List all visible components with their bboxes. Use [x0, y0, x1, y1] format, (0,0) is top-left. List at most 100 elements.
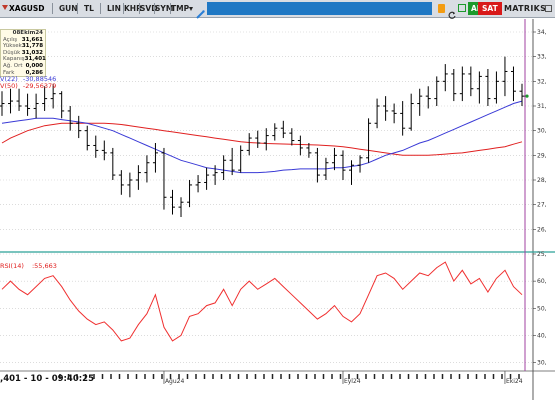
axes [0, 19, 555, 400]
currency-button[interactable]: TL [84, 4, 94, 13]
draw-tool-icon[interactable] [196, 4, 205, 19]
ma22-series [1, 100, 523, 174]
price-tick-label: 33, [537, 54, 547, 61]
rsi-legend-label: RSI(14) [0, 262, 24, 270]
toolbar-separator [77, 3, 78, 14]
ohlc-bar [374, 98, 380, 129]
ohlc-value: 31,032 [21, 49, 43, 56]
ohlc-bar [238, 145, 244, 173]
time-label: Eki24 [506, 378, 523, 385]
chart-canvas[interactable]: 34, 33, 32, 31, 30, 29, 28, 27, 26, 25, 60, 50, 40, 3… [0, 18, 555, 400]
ohlc-value: 31,401 [24, 56, 46, 63]
ohlc-value: 0,286 [25, 69, 43, 76]
price-tick-label: 31, [537, 103, 547, 110]
ohlc-bar [272, 123, 278, 141]
zoom-icon[interactable] [458, 4, 466, 12]
window-control-icon[interactable] [545, 5, 552, 12]
ohlc-bar [42, 86, 48, 111]
price-tick-label: 28, [537, 177, 547, 184]
ma50-legend-value: -29,56379 [22, 82, 57, 90]
ohlc-bar [93, 135, 99, 158]
toolbar-separator [123, 3, 124, 14]
ohlc-bar [59, 91, 65, 119]
chart-toolbar: XAGUSD GUN TL LIN KHR SVD SYM TMP AL SAT… [0, 0, 555, 19]
khr-button[interactable]: KHR [124, 4, 142, 13]
ma22-legend-value: -30,88546 [22, 75, 57, 83]
rsi-line [1, 261, 523, 342]
toolbar-separator [170, 3, 171, 14]
rsi-legend: RSI(14) :55,663 [0, 263, 57, 270]
ohlc-bar [161, 147, 167, 210]
ohlc-bar [331, 147, 337, 171]
ohlc-bar [76, 115, 82, 139]
ohlc-bar [229, 147, 235, 176]
sym-button[interactable]: SYM [155, 4, 174, 13]
toolbar-separator [139, 3, 140, 14]
ohlc-bar [314, 147, 320, 183]
ohlc-bar [280, 120, 286, 139]
ohlc-label: Fark [3, 69, 15, 76]
ohlc-label: Açılış [3, 36, 18, 43]
ohlc-bar [212, 165, 218, 185]
ohlc-date: 08Ekim24 [12, 30, 43, 36]
time-label: Ağu24 [165, 378, 185, 385]
period-button[interactable]: GUN [59, 4, 78, 13]
ohlc-bar [195, 175, 201, 193]
ohlc-bar [510, 66, 516, 102]
ohlc-bar [101, 140, 107, 161]
ohlc-bar [178, 197, 184, 217]
ohlc-bar [391, 103, 397, 124]
ohlc-bar [340, 150, 346, 180]
ohlc-bar [246, 133, 252, 156]
ohlc-bar [289, 128, 295, 146]
toolbar-separator [100, 3, 101, 14]
price-bars [0, 56, 525, 217]
ohlc-label: Kapanış [3, 56, 25, 63]
ma50-legend: V(50) -29,56379 [0, 83, 56, 90]
ohlc-bar [459, 66, 465, 102]
rsi-series [1, 261, 523, 342]
ohlc-bar [476, 71, 482, 104]
lin-scale-button[interactable]: LIN [107, 4, 121, 13]
ohlc-bar [8, 88, 14, 114]
rsi-legend-value: :55,663 [31, 262, 57, 270]
ohlc-label: Ağ. Ort [3, 62, 23, 69]
ohlc-value: 0,000 [25, 62, 43, 69]
ohlc-bar [204, 167, 210, 190]
svd-button[interactable]: SVD [140, 4, 158, 13]
flag-icon[interactable] [438, 4, 445, 13]
ohlc-bar [493, 71, 499, 104]
ohlc-bar [323, 157, 329, 180]
ohlc-bar [442, 64, 448, 92]
ohlc-bar [306, 143, 312, 158]
sell-button[interactable]: SAT [478, 2, 502, 15]
ohlc-info-box: 08Ekim24 Açılış 31,661 Yüksek 31,778 Düşük… [0, 29, 46, 78]
ohlc-bar [417, 88, 423, 116]
price-tick-label: 30, [537, 128, 547, 135]
ohlc-bar [33, 93, 39, 119]
ohlc-bar [152, 143, 158, 173]
tmp-button[interactable]: TMP [171, 4, 190, 13]
ohlc-bar [502, 56, 508, 97]
price-tick-label: 27, [537, 202, 547, 209]
price-tick-label: 34, [537, 29, 547, 36]
ohlc-bar [84, 125, 90, 151]
price-tick-label: 32, [537, 78, 547, 85]
rsi-tick-label: 40, [537, 332, 547, 339]
symbol-label[interactable]: XAGUSD [9, 4, 45, 13]
ohlc-bar [383, 96, 389, 121]
ohlc-bar [408, 93, 414, 131]
ma22-legend-label: V(22) [0, 75, 18, 83]
refresh-icon[interactable] [448, 4, 456, 19]
ohlc-value: 31,778 [21, 43, 44, 50]
rsi-tick-label: 60, [537, 278, 547, 285]
matriks-logo: MATRIKS [504, 4, 547, 13]
symbol-dropdown-icon[interactable] [2, 5, 8, 10]
ohlc-bar [357, 155, 363, 173]
price-tick-label: 29, [537, 152, 547, 159]
tmp-dropdown-icon[interactable] [189, 7, 193, 11]
ma22-line [1, 100, 523, 174]
ohlc-bar [366, 118, 372, 163]
rsi-tick-label: 50, [537, 305, 547, 312]
ohlc-bar [425, 86, 431, 109]
